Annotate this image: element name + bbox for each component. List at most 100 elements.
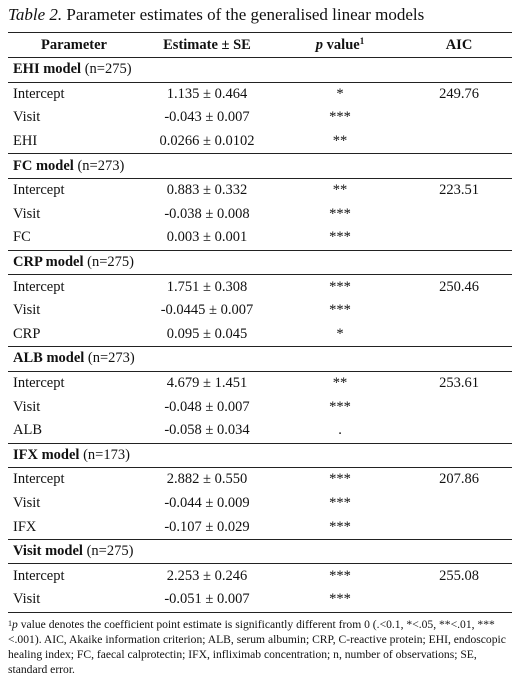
cell-aic [406, 395, 512, 419]
table-row: Intercept 0.883 ± 0.332 ** 223.51 [8, 178, 512, 202]
header-p-rest: value [323, 36, 360, 53]
model-group-cell: Visit model (n=275) [8, 538, 512, 565]
model-group-row: EHI model (n=275) [8, 57, 512, 83]
cell-p-value: ** [332, 182, 348, 199]
table-row: Visit -0.043 ± 0.007 *** [8, 106, 512, 130]
footnote-text: value denotes the coefficient point esti… [8, 617, 506, 676]
model-group-cell: CRP model (n=275) [8, 249, 512, 276]
cell-parameter: Intercept [13, 278, 65, 295]
model-group-cell: FC model (n=273) [8, 153, 512, 179]
cell-parameter: FC [13, 229, 31, 246]
cell-estimate: -0.048 ± 0.007 [164, 398, 250, 415]
header-p-italic: p [315, 36, 324, 53]
cell-estimate: -0.058 ± 0.034 [164, 422, 250, 439]
cell-parameter: Visit [13, 205, 41, 222]
cell-estimate: -0.051 ± 0.007 [140, 588, 274, 613]
table-caption: Table 2. Parameter estimates of the gene… [8, 0, 512, 30]
cell-p-value: *** [329, 567, 351, 584]
cell-estimate: 0.883 ± 0.332 [166, 182, 248, 199]
cell-aic [406, 203, 512, 227]
model-n: (n=275) [83, 254, 134, 271]
model-name: EHI model [13, 61, 82, 78]
cell-parameter: Intercept [13, 375, 65, 392]
cell-p-value: *** [329, 494, 351, 511]
header-p-sup: 1 [359, 35, 365, 46]
footnote-p: p [12, 617, 18, 631]
model-name: ALB model [13, 350, 85, 367]
cell-p-value: *** [329, 205, 351, 222]
model-group-row: ALB model (n=273) [8, 346, 512, 372]
cell-estimate: 2.882 ± 0.550 [166, 471, 248, 488]
table-row: ALB -0.058 ± 0.034. [8, 419, 512, 443]
model-group-row: CRP model (n=275) [8, 249, 512, 276]
cell-aic [406, 106, 512, 130]
cell-parameter: CRP [13, 325, 41, 342]
cell-p-value: *** [329, 398, 351, 415]
cell-estimate: 0.003 ± 0.001 [166, 229, 248, 246]
model-name: IFX model [13, 446, 80, 463]
header-estimate: Estimate ± SE [140, 32, 274, 58]
header-p-value: p value1 [274, 32, 406, 58]
cell-estimate: 1.135 ± 0.464 [166, 85, 248, 102]
cell-p-value: * [336, 85, 344, 102]
cell-parameter: Visit [13, 494, 41, 511]
cell-p-value: ** [332, 375, 348, 392]
cell-aic [406, 226, 512, 250]
cell-p-value: *** [329, 229, 351, 246]
table-row: Intercept 1.751 ± 0.308 *** 250.46 [8, 275, 512, 299]
model-n: (n=275) [82, 543, 134, 560]
cell-aic [406, 492, 512, 516]
table-row: Intercept 2.882 ± 0.550 *** 207.86 [8, 468, 512, 492]
model-n: (n=275) [81, 61, 132, 78]
table-row: FC 0.003 ± 0.001 *** [8, 226, 512, 250]
cell-aic [406, 323, 512, 347]
cell-estimate: 1.751 ± 0.308 [166, 278, 248, 295]
caption-title: Parameter estimates of the generalised l… [66, 5, 425, 24]
cell-parameter: EHI [13, 133, 38, 150]
cell-parameter: Intercept [13, 182, 65, 199]
model-n: (n=173) [79, 446, 130, 463]
model-group-cell: EHI model (n=275) [8, 57, 512, 83]
model-name: FC model [13, 157, 74, 174]
cell-aic: 250.46 [439, 278, 479, 295]
cell-estimate: 0.0266 ± 0.0102 [159, 133, 255, 150]
cell-parameter: Visit [13, 398, 41, 415]
cell-estimate: -0.107 ± 0.029 [164, 518, 250, 535]
cell-aic: 255.08 [439, 567, 479, 584]
cell-parameter: Intercept [13, 85, 65, 102]
cell-p-value: *** [274, 588, 406, 613]
cell-estimate: -0.043 ± 0.007 [164, 109, 250, 126]
table-row: Visit -0.044 ± 0.009 *** [8, 492, 512, 516]
cell-aic: 207.86 [439, 471, 479, 488]
cell-p-value: *** [329, 518, 351, 535]
cell-estimate: -0.044 ± 0.009 [164, 494, 250, 511]
table-row: Intercept 1.135 ± 0.464 * 249.76 [8, 82, 512, 106]
footnote-sup: 1 [8, 618, 12, 628]
model-name: Visit model [13, 543, 83, 560]
cell-parameter: Intercept [13, 567, 65, 584]
cell-aic: 249.76 [439, 85, 479, 102]
model-n: (n=273) [73, 157, 125, 174]
table-row: Visit -0.0445 ± 0.007 *** [8, 299, 512, 323]
cell-estimate: -0.0445 ± 0.007 [160, 302, 254, 319]
cell-aic [406, 299, 512, 323]
model-n: (n=273) [84, 350, 135, 367]
model-group-cell: IFX model (n=173) [8, 442, 512, 469]
table-row: Intercept 2.253 ± 0.246 *** 255.08 [8, 564, 512, 588]
cell-parameter: IFX [13, 518, 37, 535]
cell-parameter: Visit [13, 302, 41, 319]
cell-parameter: Visit [8, 588, 140, 613]
cell-aic [406, 515, 512, 539]
cell-aic [406, 419, 512, 443]
header-parameter: Parameter [8, 32, 140, 58]
cell-parameter: Visit [13, 109, 41, 126]
cell-estimate: 0.095 ± 0.045 [166, 325, 248, 342]
cell-p-value: . [338, 422, 342, 439]
model-group-row: Visit model (n=275) [8, 538, 512, 565]
cell-p-value: *** [329, 302, 351, 319]
cell-p-value: *** [329, 278, 351, 295]
table-row: IFX -0.107 ± 0.029 *** [8, 515, 512, 539]
cell-p-value: * [336, 325, 344, 342]
cell-estimate: -0.038 ± 0.008 [164, 205, 250, 222]
